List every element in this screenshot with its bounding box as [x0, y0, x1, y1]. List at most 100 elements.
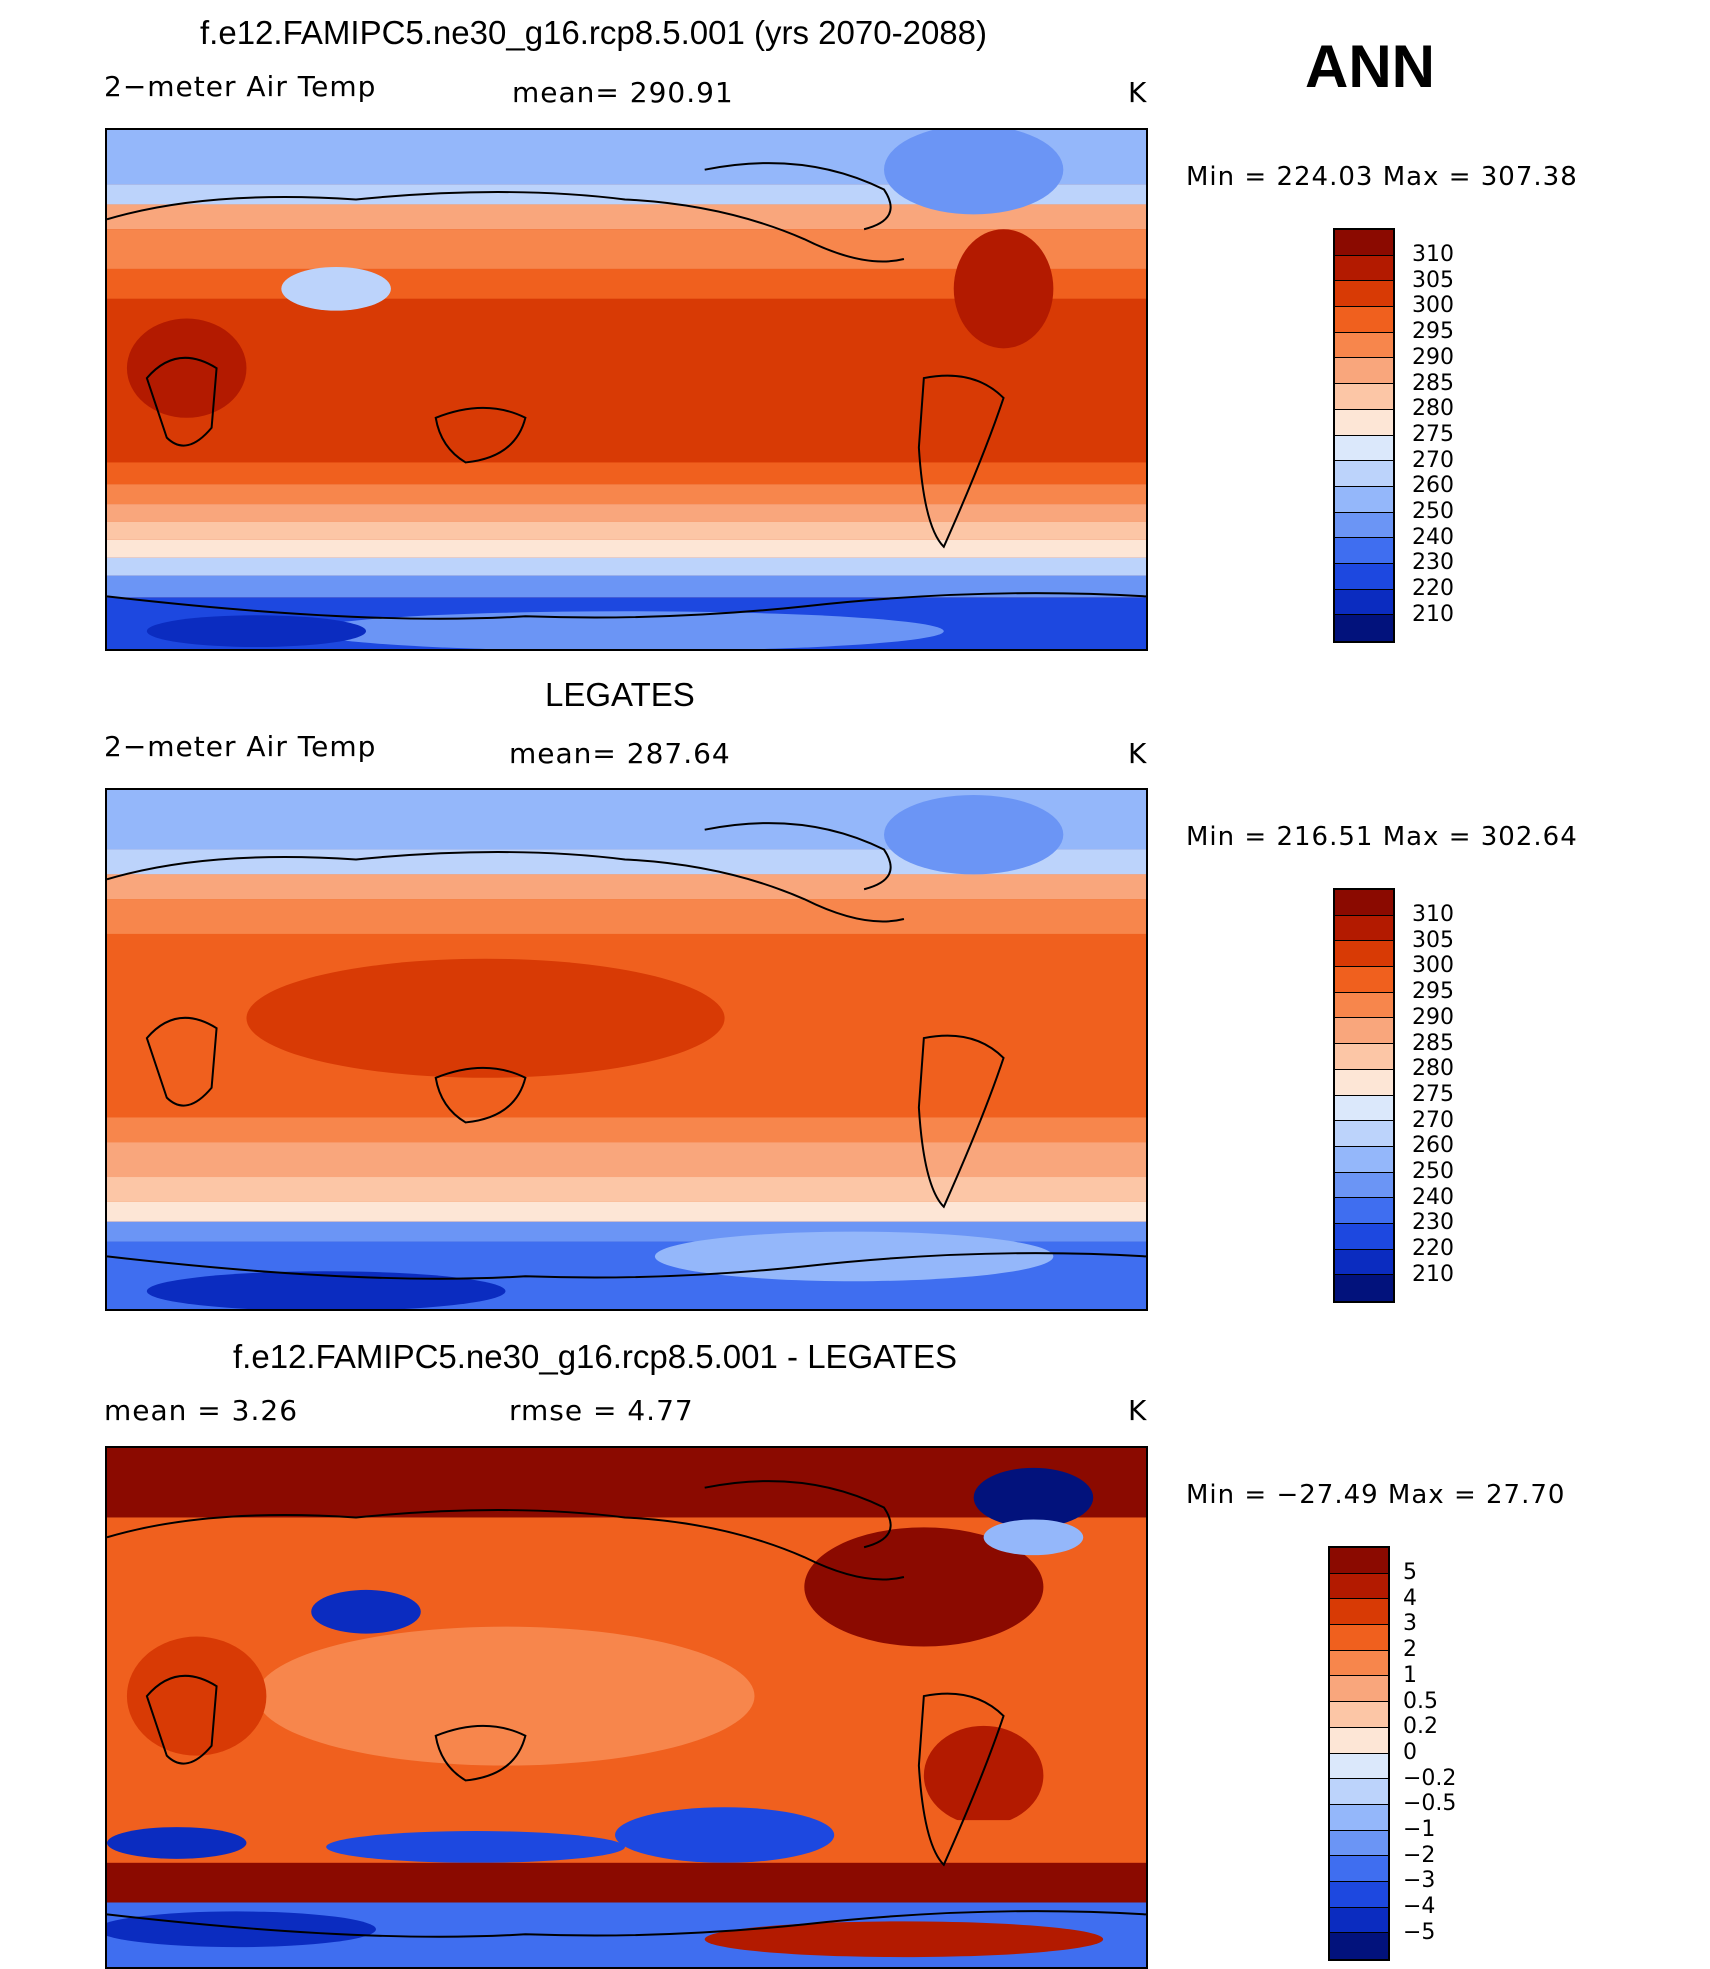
colorbar-tick-label: 240	[1412, 1184, 1454, 1210]
panel2-minmax-label: Min = 216.51 Max = 302.64	[1186, 822, 1578, 852]
colorbar-swatch	[1330, 1753, 1388, 1780]
colorbar-swatch	[1335, 281, 1393, 308]
colorbar-tick-label: 305	[1412, 267, 1454, 293]
colorbar-swatch	[1335, 563, 1393, 590]
panel1-variable-label: 2−meter Air Temp	[104, 70, 377, 103]
colorbar-swatch	[1335, 486, 1393, 513]
colorbar-tick-label: −3	[1403, 1868, 1436, 1894]
colorbar-swatch	[1330, 1856, 1388, 1882]
colorbar-tick-label: 5	[1403, 1560, 1417, 1585]
colorbar-tick-label: −4	[1403, 1894, 1436, 1920]
panel1-title: f.e12.FAMIPC5.ne30_g16.rcp8.5.001 (yrs 2…	[200, 14, 987, 51]
colorbar-tick-label: 300	[1412, 953, 1454, 979]
colorbar-tick-label: 270	[1412, 447, 1454, 473]
colorbar-swatch	[1335, 255, 1393, 282]
colorbar-tick-label: −0.5	[1403, 1791, 1457, 1817]
colorbar-swatch	[1335, 941, 1393, 968]
colorbar-swatch	[1330, 1599, 1388, 1626]
colorbar-tick-label: 305	[1412, 927, 1454, 953]
colorbar-tick-label: −2	[1403, 1842, 1436, 1868]
colorbar-swatch	[1330, 1676, 1388, 1703]
panel1-colorbar	[1333, 228, 1395, 643]
colorbar-tick-label: 3	[1403, 1611, 1417, 1637]
colorbar-tick-label: 280	[1412, 396, 1454, 422]
panel3-title: f.e12.FAMIPC5.ne30_g16.rcp8.5.001 - LEGA…	[233, 1338, 957, 1375]
colorbar-tick-label: 275	[1412, 421, 1454, 447]
colorbar-tick-label: 270	[1412, 1107, 1454, 1133]
panel2-map	[105, 788, 1148, 1311]
colorbar-swatch	[1330, 1548, 1388, 1574]
colorbar-swatch	[1335, 1223, 1393, 1250]
panel3-colorbar	[1328, 1546, 1390, 1961]
colorbar-swatch	[1335, 461, 1393, 487]
colorbar-tick-label: 240	[1412, 524, 1454, 550]
colorbar-tick-label: 250	[1412, 499, 1454, 524]
colorbar-tick-label: 210	[1412, 1261, 1454, 1287]
panel3-map-plot	[107, 1448, 1146, 1967]
colorbar-tick-label: 0	[1403, 1739, 1417, 1765]
colorbar-swatch	[1335, 435, 1393, 462]
panel3-rmse-label: rmse = 4.77	[509, 1394, 694, 1427]
colorbar-swatch	[1330, 1881, 1388, 1908]
colorbar-swatch	[1330, 1702, 1388, 1728]
colorbar-swatch	[1335, 967, 1393, 993]
colorbar-tick-label: 260	[1412, 473, 1454, 499]
panel2-title: LEGATES	[545, 676, 695, 713]
panel3-minmax-label: Min = −27.49 Max = 27.70	[1186, 1480, 1566, 1510]
colorbar-swatch	[1335, 615, 1393, 641]
colorbar-swatch	[1330, 1804, 1388, 1831]
colorbar-swatch	[1330, 1727, 1388, 1754]
panel2-mean-label: mean= 287.64	[509, 737, 731, 770]
colorbar-swatch	[1335, 409, 1393, 436]
colorbar-tick-label: 295	[1412, 979, 1454, 1005]
colorbar-swatch	[1335, 589, 1393, 616]
colorbar-swatch	[1335, 1069, 1393, 1096]
colorbar-swatch	[1335, 358, 1393, 385]
colorbar-tick-label: 0.2	[1403, 1714, 1438, 1740]
colorbar-swatch	[1330, 1625, 1388, 1651]
colorbar-swatch	[1330, 1650, 1388, 1677]
colorbar-swatch	[1335, 307, 1393, 333]
colorbar-swatch	[1335, 1121, 1393, 1147]
colorbar-tick-label: 280	[1412, 1056, 1454, 1082]
colorbar-swatch	[1330, 1933, 1388, 1959]
colorbar-swatch	[1335, 1095, 1393, 1122]
colorbar-swatch	[1335, 1198, 1393, 1224]
colorbar-tick-label: 285	[1412, 1030, 1454, 1056]
colorbar-swatch	[1335, 1018, 1393, 1045]
colorbar-swatch	[1335, 1146, 1393, 1173]
panel3-map	[105, 1446, 1148, 1969]
colorbar-swatch	[1330, 1779, 1388, 1805]
colorbar-tick-label: 0.5	[1403, 1688, 1438, 1714]
colorbar-tick-label: −0.2	[1403, 1765, 1457, 1791]
colorbar-swatch	[1335, 890, 1393, 916]
colorbar-tick-label: 250	[1412, 1159, 1454, 1184]
panel2-colorbar	[1333, 888, 1395, 1303]
colorbar-swatch	[1335, 332, 1393, 359]
colorbar-swatch	[1330, 1907, 1388, 1934]
colorbar-tick-label: 1	[1403, 1662, 1417, 1688]
colorbar-swatch	[1335, 230, 1393, 256]
colorbar-swatch	[1330, 1573, 1388, 1600]
colorbar-tick-label: 230	[1412, 550, 1454, 576]
colorbar-swatch	[1335, 915, 1393, 942]
colorbar-swatch	[1330, 1830, 1388, 1857]
colorbar-tick-label: 4	[1403, 1585, 1417, 1611]
colorbar-swatch	[1335, 384, 1393, 410]
colorbar-tick-label: 310	[1412, 242, 1454, 267]
panel2-variable-label: 2−meter Air Temp	[104, 730, 377, 763]
colorbar-swatch	[1335, 1275, 1393, 1301]
panel1-mean-label: mean= 290.91	[512, 76, 734, 109]
colorbar-swatch	[1335, 538, 1393, 564]
colorbar-tick-label: 220	[1412, 576, 1454, 602]
colorbar-tick-label: −5	[1403, 1919, 1436, 1945]
colorbar-tick-label: 290	[1412, 1004, 1454, 1030]
colorbar-swatch	[1335, 1172, 1393, 1199]
colorbar-tick-label: 300	[1412, 293, 1454, 319]
colorbar-tick-label: 310	[1412, 902, 1454, 927]
colorbar-tick-label: 285	[1412, 370, 1454, 396]
colorbar-tick-label: 220	[1412, 1236, 1454, 1262]
colorbar-swatch	[1335, 992, 1393, 1019]
colorbar-tick-label: 290	[1412, 344, 1454, 370]
colorbar-tick-label: 275	[1412, 1081, 1454, 1107]
